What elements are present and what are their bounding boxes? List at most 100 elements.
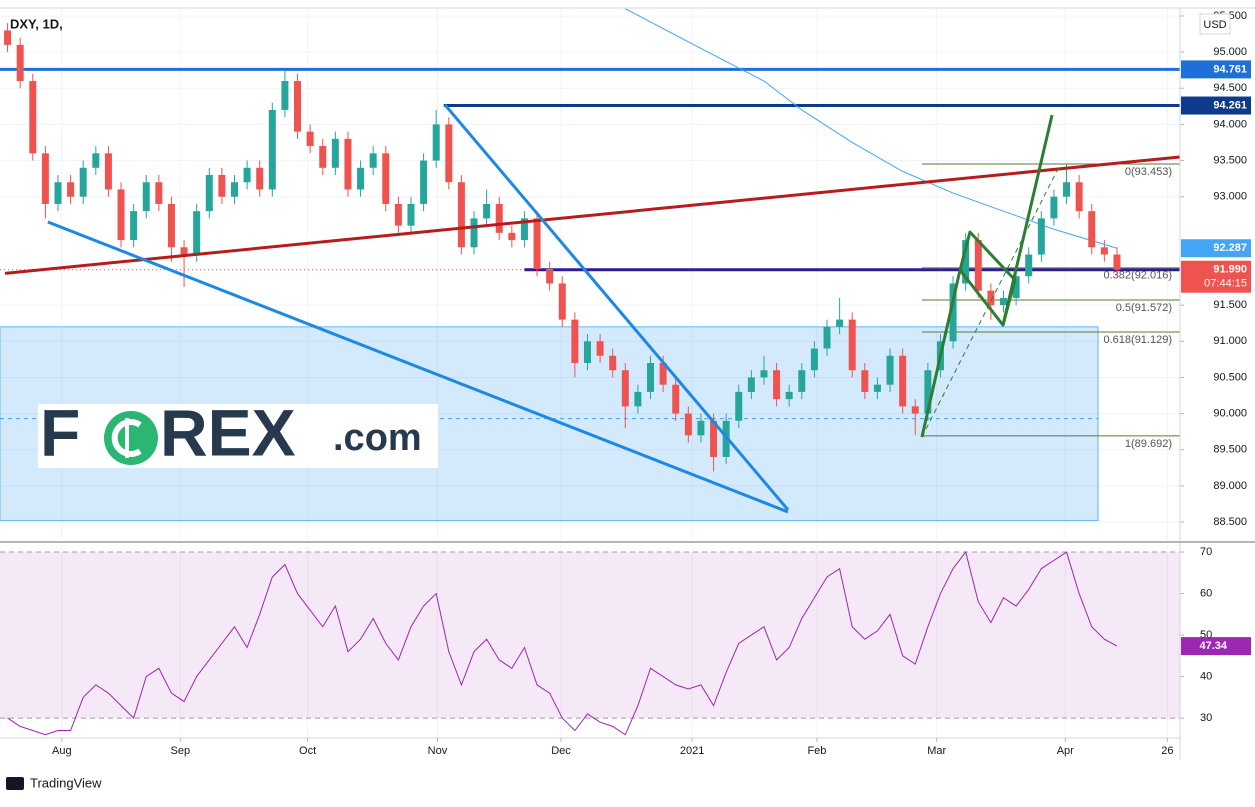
candle-body — [659, 362, 667, 385]
candle-body — [520, 218, 528, 241]
fib-label: 0.382(92.016) — [1104, 270, 1173, 282]
candle-body — [760, 370, 768, 378]
candle-body — [167, 203, 175, 248]
candle-body — [218, 175, 226, 197]
candle-body — [104, 153, 112, 190]
x-tick-label: Sep — [170, 745, 190, 757]
x-tick-label: Feb — [807, 745, 826, 757]
level-label-box — [1181, 96, 1251, 115]
candle-body — [558, 283, 566, 320]
candle-body — [457, 182, 465, 248]
fib-label: 1(89.692) — [1125, 438, 1172, 450]
candle-body — [798, 370, 806, 392]
candle-body — [16, 44, 24, 82]
candle-body — [205, 175, 213, 212]
candle-body — [54, 182, 62, 204]
candle-body — [546, 269, 554, 284]
candle-body — [987, 290, 995, 306]
candle-body — [445, 124, 453, 183]
candle-body — [785, 391, 793, 400]
candle-body — [331, 138, 339, 168]
rsi-tick-label: 30 — [1200, 712, 1212, 724]
candle-body — [117, 189, 125, 241]
rsi-tick-label: 70 — [1200, 546, 1212, 558]
candle-body — [886, 355, 894, 385]
candle-body — [256, 167, 264, 190]
candle-body — [1000, 297, 1008, 306]
candle-body — [1037, 218, 1045, 255]
candle-body — [697, 420, 705, 436]
x-tick-label: Apr — [1057, 745, 1074, 757]
candle-body — [294, 81, 302, 132]
x-tick-label: Dec — [551, 745, 571, 757]
candle-body — [41, 153, 49, 204]
level-label: 94.261 — [1213, 99, 1247, 111]
y-tick-label: 93.500 — [1213, 154, 1247, 166]
fib-label: 0.618(91.129) — [1104, 334, 1173, 346]
candle-body — [974, 240, 982, 291]
candle-body — [571, 319, 579, 363]
rsi-band — [0, 552, 1180, 719]
level-label-box — [1181, 60, 1251, 79]
candle-body — [1063, 182, 1071, 197]
candle-body — [899, 355, 907, 407]
candle-body — [823, 326, 831, 349]
y-tick-label: 95.000 — [1213, 46, 1247, 58]
candle-body — [596, 341, 604, 356]
x-tick-label: Mar — [927, 745, 946, 757]
candle-body — [911, 406, 919, 414]
candle-body — [773, 370, 781, 400]
rsi-line — [7, 550, 1118, 736]
candle-body — [924, 370, 932, 414]
candle-body — [735, 391, 743, 421]
ma-label: 92.287 — [1213, 242, 1247, 254]
candle-body — [533, 218, 541, 269]
candle-body — [344, 138, 352, 190]
candle-body — [1025, 254, 1033, 277]
candle-body — [621, 370, 629, 407]
candle-body — [1012, 276, 1020, 298]
candle-body — [319, 146, 327, 168]
candle-body — [382, 153, 390, 204]
x-tick-label: 2021 — [680, 745, 704, 757]
candle-body — [394, 203, 402, 226]
y-tick-label: 89.000 — [1213, 480, 1247, 492]
candle-body — [861, 370, 869, 392]
trendline — [921, 164, 1061, 438]
rsi-tick-label: 40 — [1200, 670, 1212, 682]
trendline — [443, 103, 790, 511]
candle-body — [684, 413, 692, 436]
footer: TradingView — [6, 775, 102, 790]
y-tick-label: 94.000 — [1213, 118, 1247, 130]
candle-body — [583, 341, 591, 363]
candle-body — [1050, 196, 1058, 219]
candle-body — [306, 131, 314, 147]
y-tick-label: 90.500 — [1213, 371, 1247, 383]
price-label: 91.990 — [1213, 264, 1247, 276]
y-tick-label: 93.000 — [1213, 191, 1247, 203]
x-tick-label: Oct — [299, 745, 316, 757]
candle-body — [281, 81, 289, 110]
rsi-panel — [0, 545, 1180, 738]
logo-suffix: .com — [333, 417, 422, 459]
candle-body — [810, 348, 818, 371]
candle-body — [432, 124, 440, 161]
candle-body — [609, 355, 617, 371]
candle-body — [92, 153, 100, 168]
y-tick-label: 90.000 — [1213, 408, 1247, 420]
candle-body — [155, 182, 163, 204]
y-tick-label: 88.500 — [1213, 516, 1247, 528]
logo-coin-mark — [111, 419, 142, 457]
candle-body — [508, 232, 516, 241]
candle-body — [243, 167, 251, 183]
candle-body — [747, 377, 755, 392]
candle-body — [369, 153, 377, 168]
trendline — [920, 269, 962, 438]
candle-body — [193, 211, 201, 255]
candle-body — [1113, 254, 1121, 270]
candle-body — [949, 283, 957, 342]
candle-body — [230, 182, 238, 197]
logo: F REX .com — [38, 395, 438, 469]
candle-body — [495, 203, 503, 233]
trendline — [47, 220, 789, 514]
